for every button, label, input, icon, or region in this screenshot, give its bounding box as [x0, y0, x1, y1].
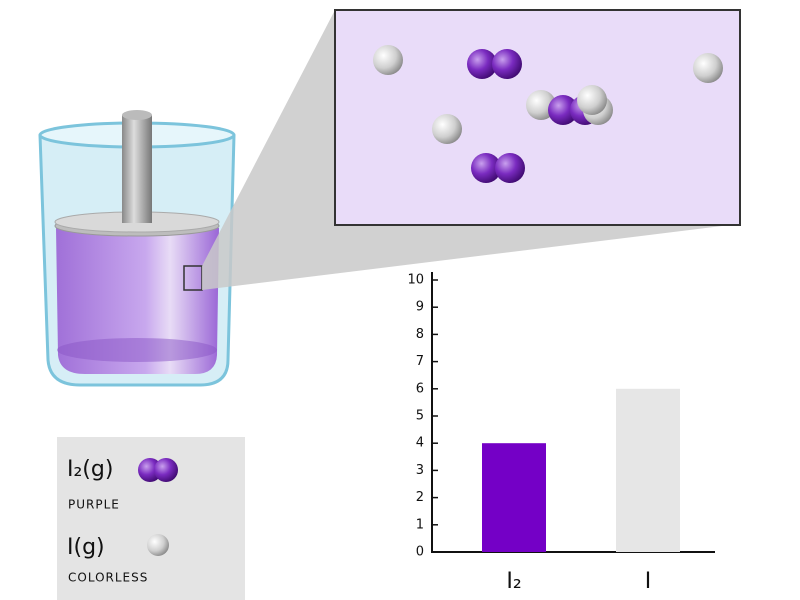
legend-formula: I(g) — [67, 535, 105, 560]
legend-note: COLORLESS — [68, 571, 148, 585]
bar — [616, 388, 680, 552]
legend-note: PURPLE — [68, 498, 120, 512]
y-tick-label: 7 — [416, 354, 424, 369]
legend-formula: I₂(g) — [67, 457, 113, 482]
y-tick-label: 3 — [416, 463, 424, 478]
y-tick-label: 10 — [407, 273, 424, 288]
y-tick-label: 8 — [416, 327, 424, 342]
bar — [482, 443, 546, 552]
y-tick-label: 2 — [416, 490, 424, 505]
y-tick-label: 6 — [416, 381, 424, 396]
x-tick-label: I₂ — [506, 569, 521, 594]
y-tick-label: 4 — [416, 436, 424, 451]
y-tick-label: 0 — [416, 545, 424, 560]
legend: I₂(g) PURPLE I(g) COLORLESS — [57, 437, 245, 600]
y-tick-label: 5 — [416, 409, 424, 424]
x-tick-label: I — [645, 569, 652, 594]
y-tick-label: 1 — [416, 517, 424, 532]
zoom-box — [334, 9, 741, 226]
y-tick-label: 9 — [416, 300, 424, 315]
bar-chart: 0 1 2 3 4 5 6 7 8 9 10 I₂ I — [407, 272, 715, 594]
beaker — [38, 110, 236, 387]
